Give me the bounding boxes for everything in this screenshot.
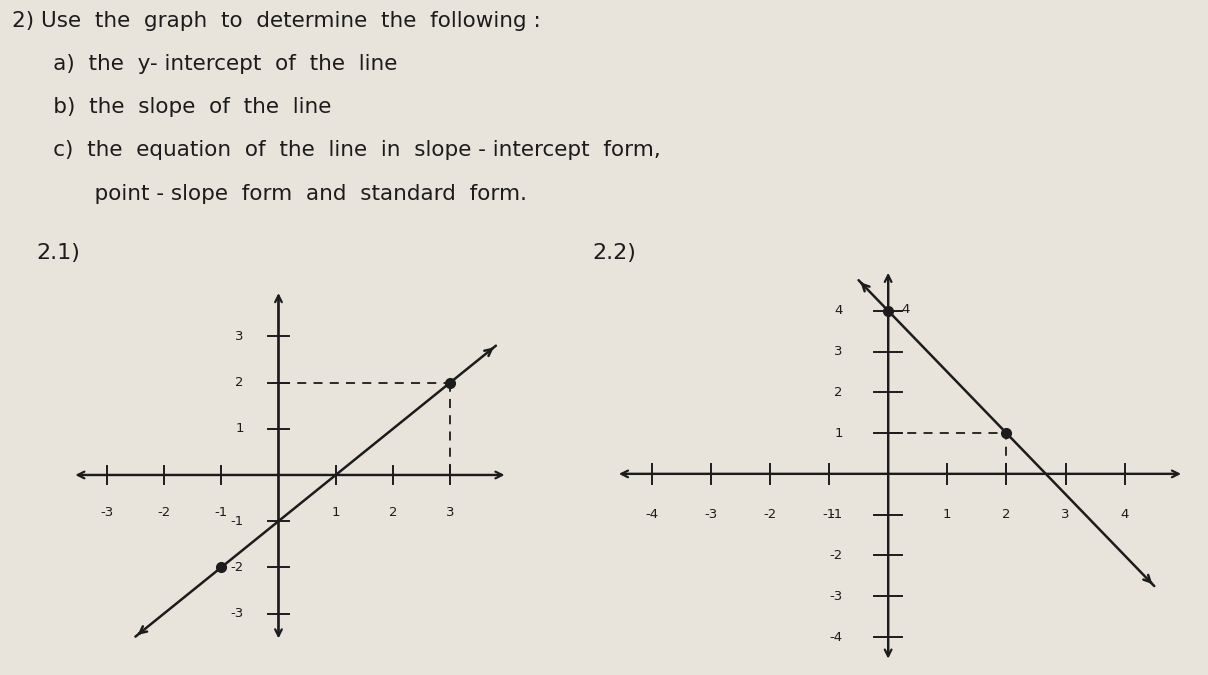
Text: -1: -1 xyxy=(215,506,228,518)
Text: 3: 3 xyxy=(236,330,244,343)
Text: -1: -1 xyxy=(830,508,843,521)
Text: 1: 1 xyxy=(331,506,339,518)
Text: -2: -2 xyxy=(157,506,170,518)
Text: 3: 3 xyxy=(835,345,843,358)
Text: 4: 4 xyxy=(835,304,843,317)
Text: 2.2): 2.2) xyxy=(592,243,635,263)
Text: -1: -1 xyxy=(823,508,836,521)
Text: 3: 3 xyxy=(1062,508,1070,521)
Text: 2: 2 xyxy=(835,386,843,399)
Text: -4: -4 xyxy=(645,508,658,521)
Text: point - slope  form  and  standard  form.: point - slope form and standard form. xyxy=(12,184,527,204)
Text: -2: -2 xyxy=(763,508,777,521)
Text: 4: 4 xyxy=(901,304,910,317)
Text: 2: 2 xyxy=(236,376,244,389)
Text: 4: 4 xyxy=(1121,508,1129,521)
Text: 1: 1 xyxy=(835,427,843,439)
Text: 2.1): 2.1) xyxy=(36,243,80,263)
Text: a)  the  y- intercept  of  the  line: a) the y- intercept of the line xyxy=(12,54,397,74)
Text: -3: -3 xyxy=(100,506,114,518)
Text: 2: 2 xyxy=(1003,508,1011,521)
Text: -2: -2 xyxy=(231,561,244,574)
Text: -2: -2 xyxy=(830,549,843,562)
Text: -3: -3 xyxy=(830,590,843,603)
Text: -3: -3 xyxy=(231,607,244,620)
Text: 1: 1 xyxy=(943,508,952,521)
Text: -4: -4 xyxy=(830,630,843,643)
Text: 1: 1 xyxy=(236,423,244,435)
Text: -3: -3 xyxy=(704,508,718,521)
Text: 2) Use  the  graph  to  determine  the  following :: 2) Use the graph to determine the follow… xyxy=(12,11,541,31)
Text: -1: -1 xyxy=(231,514,244,528)
Text: 3: 3 xyxy=(446,506,454,518)
Text: b)  the  slope  of  the  line: b) the slope of the line xyxy=(12,97,331,117)
Text: c)  the  equation  of  the  line  in  slope - intercept  form,: c) the equation of the line in slope - i… xyxy=(12,140,661,161)
Text: 2: 2 xyxy=(389,506,397,518)
